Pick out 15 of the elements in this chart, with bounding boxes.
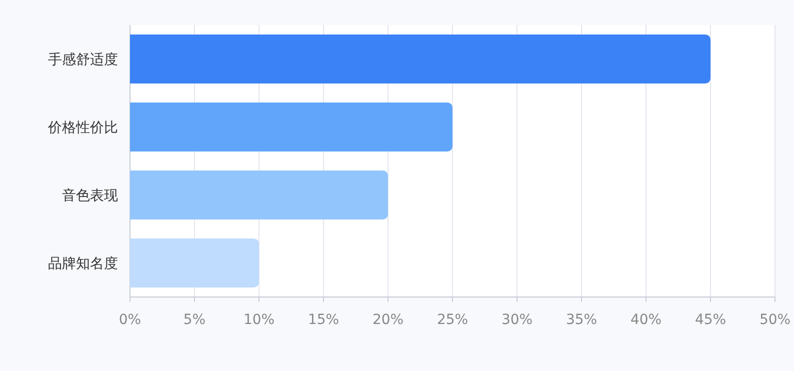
y-tick-label: 品牌知名度 <box>48 256 118 272</box>
x-tick-label: 25% <box>436 312 468 328</box>
x-tick-label: 20% <box>372 312 404 328</box>
x-tick-label: 45% <box>694 312 726 328</box>
x-tick-label: 15% <box>308 312 340 328</box>
x-tick-label: 40% <box>630 312 662 328</box>
x-tick-label: 5% <box>183 312 206 328</box>
x-tick-label: 35% <box>566 312 598 328</box>
y-tick-label: 价格性价比 <box>47 120 118 136</box>
x-tick-label: 10% <box>243 312 275 328</box>
x-tick-label: 50% <box>759 312 791 328</box>
y-tick-label: 手感舒适度 <box>48 52 118 68</box>
y-tick-label: 音色表现 <box>62 188 118 204</box>
x-tick-label: 30% <box>501 312 533 328</box>
x-tick-label: 0% <box>118 312 142 328</box>
